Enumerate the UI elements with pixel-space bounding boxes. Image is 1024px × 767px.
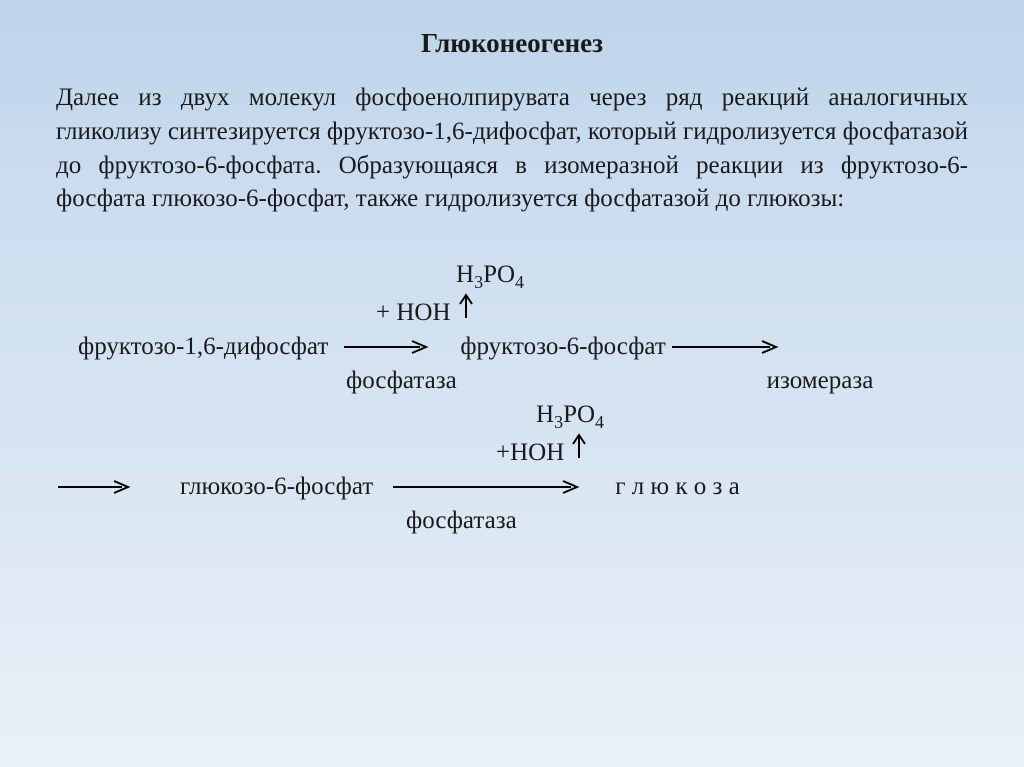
byproduct-1: H3PO4 [456,258,524,292]
up-arrow-icon [457,292,475,320]
reaction-scheme: H3PO4 + HOH фруктозо-1,6-дифосфат фрукто… [56,258,968,538]
product-1: фруктозо-6-фосфат [460,330,665,364]
body-paragraph: Далее из двух молекул фосфоенолпирувата … [56,81,968,216]
right-arrow-icon [342,340,430,354]
enzyme-1: фосфатаза [346,364,457,398]
page-title: Глюконеогенез [56,28,968,59]
reagent-2: +HOH [496,436,564,470]
right-arrow-icon [391,480,581,494]
enzyme-3: фосфатаза [406,504,517,538]
substrate-2: глюкозо-6-фосфат [180,470,373,504]
enzyme-2: изомераза [767,364,874,398]
right-arrow-icon [56,480,132,494]
reagent-1: + HOH [376,296,451,330]
byproduct-2: H3PO4 [536,398,604,432]
right-arrow-icon [670,340,780,354]
substrate-1: фруктозо-1,6-дифосфат [78,330,328,364]
up-arrow-icon [570,432,588,460]
product-2: г л ю к о з а [615,470,740,504]
